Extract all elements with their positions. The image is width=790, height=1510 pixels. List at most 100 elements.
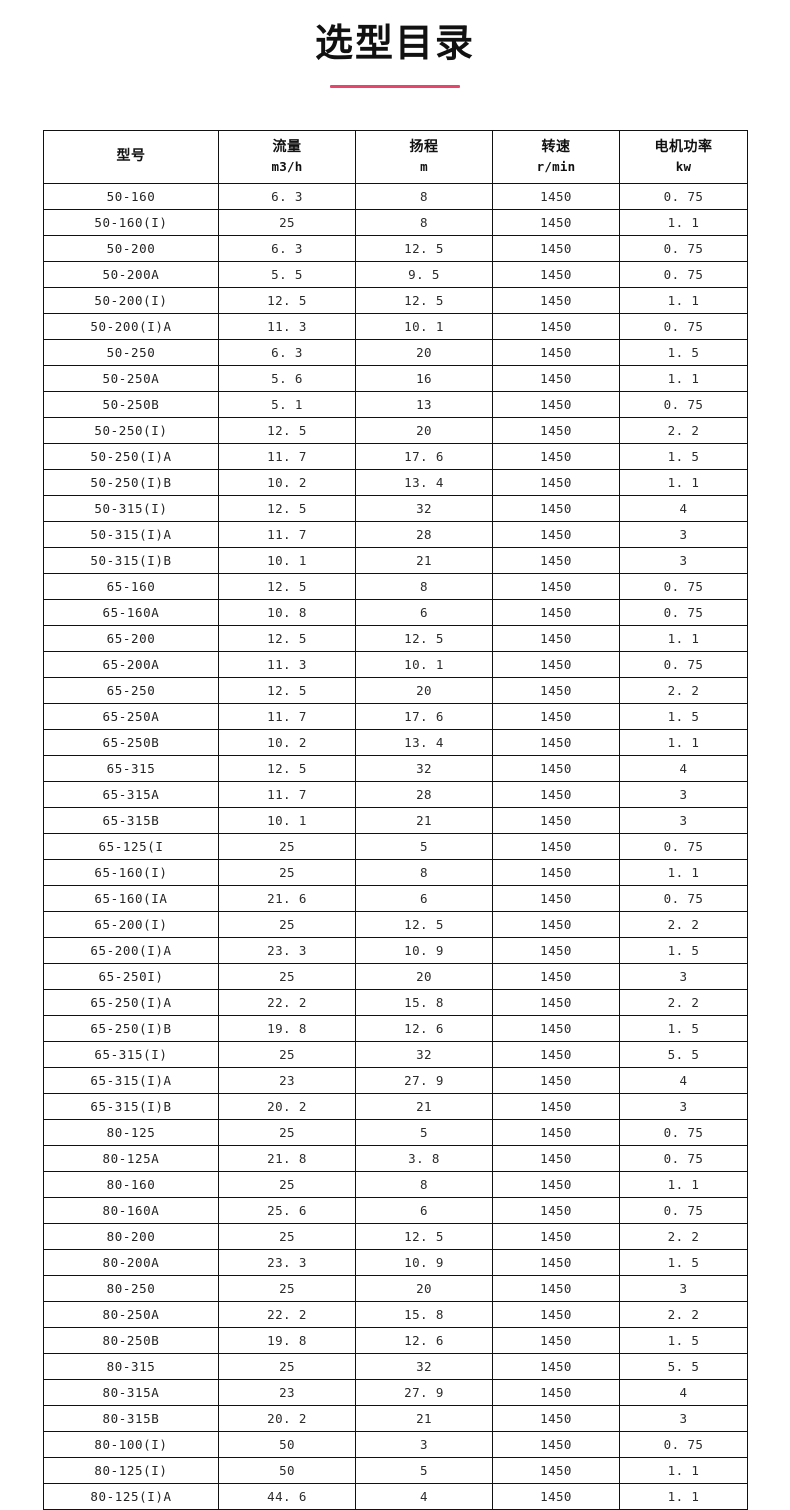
cell-head: 12. 5 — [355, 624, 493, 652]
cell-power: 1. 1 — [619, 624, 748, 652]
cell-speed: 1450 — [492, 598, 620, 626]
cell-head: 10. 9 — [355, 1248, 493, 1276]
table-row: 50-250B 5. 1 13 1450 0. 75 — [43, 390, 748, 418]
table-row: 80-315A 23 27. 9 1450 4 — [43, 1378, 748, 1406]
cell-power: 1. 5 — [619, 338, 748, 366]
cell-power: 1. 1 — [619, 858, 748, 886]
cell-model: 50-315(I)A — [43, 520, 219, 548]
cell-model: 65-250A — [43, 702, 219, 730]
cell-flow: 25 — [218, 858, 356, 886]
cell-model: 65-315 — [43, 754, 219, 782]
spec-table: 型号 流量 m3/h 扬程 m 转速 r/min 电机功率 kw 50-160 6. 3 8 1450… — [43, 129, 748, 1510]
cell-speed: 1450 — [492, 910, 620, 938]
cell-power: 2. 2 — [619, 416, 748, 444]
cell-speed: 1450 — [492, 858, 620, 886]
cell-flow: 50 — [218, 1456, 356, 1484]
cell-speed: 1450 — [492, 1456, 620, 1484]
cell-power: 0. 75 — [619, 234, 748, 262]
cell-flow: 10. 1 — [218, 806, 356, 834]
cell-model: 65-200A — [43, 650, 219, 678]
cell-head: 3 — [355, 1430, 493, 1458]
cell-speed: 1450 — [492, 1222, 620, 1250]
cell-model: 80-125(I) — [43, 1456, 219, 1484]
table-row: 65-200(I)A 23. 3 10. 9 1450 1. 5 — [43, 936, 748, 964]
table-row: 50-200 6. 3 12. 5 1450 0. 75 — [43, 234, 748, 262]
cell-speed: 1450 — [492, 962, 620, 990]
cell-speed: 1450 — [492, 1300, 620, 1328]
cell-head: 8 — [355, 572, 493, 600]
cell-power: 5. 5 — [619, 1040, 748, 1068]
column-header-power: 电机功率 kw — [619, 129, 748, 184]
column-header-speed: 转速 r/min — [492, 129, 620, 184]
cell-speed: 1450 — [492, 988, 620, 1016]
table-row: 50-250 6. 3 20 1450 1. 5 — [43, 338, 748, 366]
cell-model: 80-160 — [43, 1170, 219, 1198]
title-divider — [330, 84, 460, 88]
cell-model: 50-200 — [43, 234, 219, 262]
table-row: 50-315(I)B 10. 1 21 1450 3 — [43, 546, 748, 574]
column-header-head: 扬程 m — [355, 129, 493, 184]
table-row: 65-160(I) 25 8 1450 1. 1 — [43, 858, 748, 886]
cell-model: 65-315(I)A — [43, 1066, 219, 1094]
cell-model: 50-250(I)B — [43, 468, 219, 496]
cell-power: 0. 75 — [619, 832, 748, 860]
cell-power: 1. 1 — [619, 1170, 748, 1198]
cell-head: 28 — [355, 520, 493, 548]
cell-head: 32 — [355, 1040, 493, 1068]
cell-power: 3 — [619, 780, 748, 808]
cell-flow: 23 — [218, 1066, 356, 1094]
cell-flow: 22. 2 — [218, 1300, 356, 1328]
cell-model: 65-200 — [43, 624, 219, 652]
cell-speed: 1450 — [492, 754, 620, 782]
table-row: 65-250I) 25 20 1450 3 — [43, 962, 748, 990]
cell-speed: 1450 — [492, 312, 620, 340]
cell-head: 20 — [355, 962, 493, 990]
cell-model: 50-315(I) — [43, 494, 219, 522]
cell-flow: 23. 3 — [218, 1248, 356, 1276]
cell-speed: 1450 — [492, 884, 620, 912]
cell-head: 32 — [355, 754, 493, 782]
cell-head: 27. 9 — [355, 1378, 493, 1406]
cell-model: 65-200(I) — [43, 910, 219, 938]
table-row: 80-160A 25. 6 6 1450 0. 75 — [43, 1196, 748, 1224]
cell-flow: 5. 6 — [218, 364, 356, 392]
cell-head: 15. 8 — [355, 988, 493, 1016]
table-row: 50-200(I) 12. 5 12. 5 1450 1. 1 — [43, 286, 748, 314]
cell-head: 21 — [355, 1092, 493, 1120]
cell-power: 3 — [619, 546, 748, 574]
spec-table-body: 50-160 6. 3 8 1450 0. 75 50-160(I) 25 8 1450 1. 1… — [43, 182, 748, 1510]
cell-head: 12. 5 — [355, 910, 493, 938]
cell-head: 8 — [355, 182, 493, 210]
cell-power: 1. 1 — [619, 728, 748, 756]
cell-flow: 25 — [218, 1222, 356, 1250]
cell-flow: 10. 2 — [218, 728, 356, 756]
cell-power: 1. 1 — [619, 1482, 748, 1510]
cell-speed: 1450 — [492, 1326, 620, 1354]
cell-power: 2. 2 — [619, 1300, 748, 1328]
cell-speed: 1450 — [492, 182, 620, 210]
cell-head: 21 — [355, 546, 493, 574]
cell-head: 8 — [355, 208, 493, 236]
table-row: 80-250B 19. 8 12. 6 1450 1. 5 — [43, 1326, 748, 1354]
cell-head: 8 — [355, 858, 493, 886]
cell-speed: 1450 — [492, 364, 620, 392]
cell-flow: 10. 1 — [218, 546, 356, 574]
column-header-label: 流量 — [272, 139, 302, 156]
cell-head: 15. 8 — [355, 1300, 493, 1328]
table-row: 80-125(I) 50 5 1450 1. 1 — [43, 1456, 748, 1484]
cell-flow: 44. 6 — [218, 1482, 356, 1510]
cell-power: 0. 75 — [619, 650, 748, 678]
cell-head: 4 — [355, 1482, 493, 1510]
cell-speed: 1450 — [492, 1196, 620, 1224]
cell-model: 65-315B — [43, 806, 219, 834]
cell-head: 13 — [355, 390, 493, 418]
table-row: 50-315(I) 12. 5 32 1450 4 — [43, 494, 748, 522]
cell-model: 50-200(I) — [43, 286, 219, 314]
cell-power: 0. 75 — [619, 1144, 748, 1172]
table-row: 65-160(IA 21. 6 6 1450 0. 75 — [43, 884, 748, 912]
cell-model: 65-250(I)A — [43, 988, 219, 1016]
cell-speed: 1450 — [492, 1092, 620, 1120]
column-header-model: 型号 — [43, 129, 219, 184]
cell-power: 1. 1 — [619, 364, 748, 392]
cell-model: 65-125(I — [43, 832, 219, 860]
